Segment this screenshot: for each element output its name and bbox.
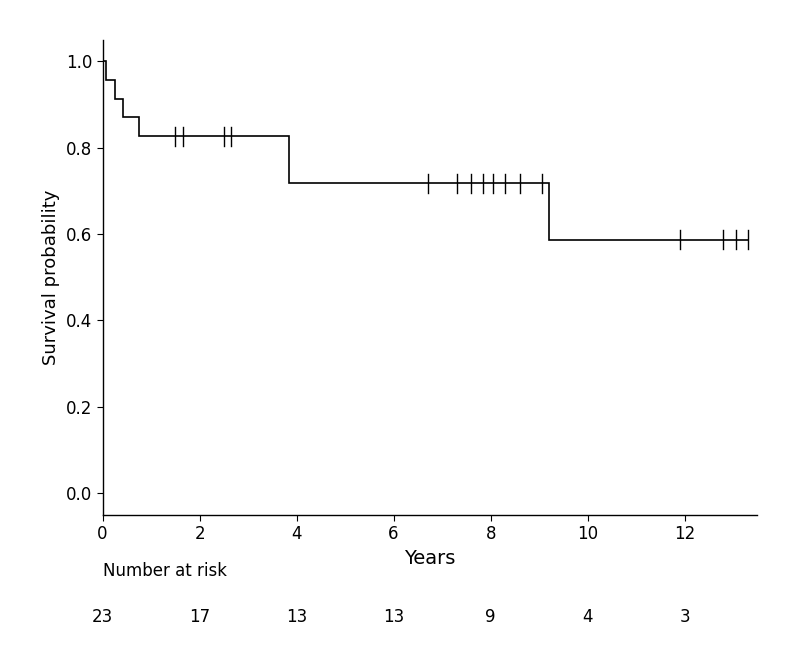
Text: 4: 4 (582, 608, 593, 626)
Text: 3: 3 (679, 608, 690, 626)
Text: 13: 13 (383, 608, 404, 626)
Text: Number at risk: Number at risk (103, 562, 226, 580)
Text: 17: 17 (189, 608, 210, 626)
Y-axis label: Survival probability: Survival probability (43, 189, 60, 365)
Text: 23: 23 (92, 608, 113, 626)
X-axis label: Years: Years (404, 548, 456, 568)
Text: 13: 13 (286, 608, 307, 626)
Text: 9: 9 (485, 608, 496, 626)
